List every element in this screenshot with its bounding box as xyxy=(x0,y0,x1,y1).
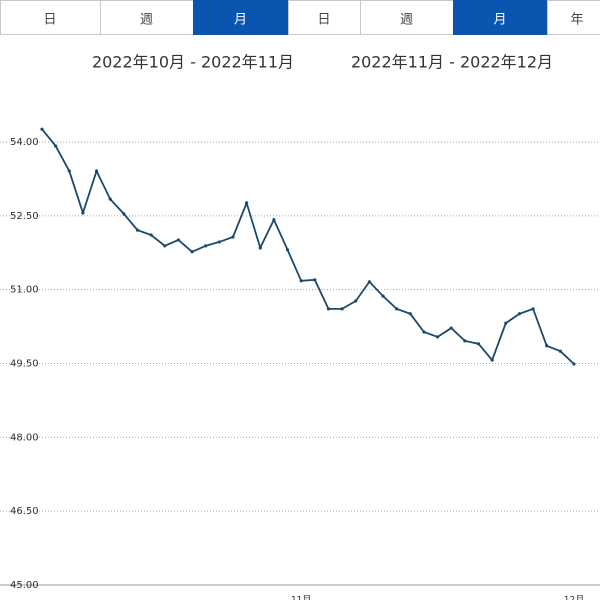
point xyxy=(422,330,425,333)
point xyxy=(81,211,84,214)
tab-label: 月 xyxy=(493,13,506,28)
point xyxy=(95,169,98,172)
point xyxy=(163,244,166,247)
tab-label: 日 xyxy=(43,13,56,28)
tab-label: 年 xyxy=(570,13,583,28)
point xyxy=(368,280,371,283)
point xyxy=(327,307,330,310)
point xyxy=(395,307,398,310)
point xyxy=(572,362,575,365)
point xyxy=(313,278,316,281)
x-tick-label: 12月 xyxy=(564,595,584,601)
tab-label: 週 xyxy=(400,13,413,28)
point xyxy=(477,342,480,345)
point xyxy=(531,307,534,310)
point xyxy=(504,322,507,325)
tab-label: 日 xyxy=(317,13,330,28)
point xyxy=(259,246,262,249)
point xyxy=(54,144,57,147)
point xyxy=(122,212,125,215)
tab-label: 週 xyxy=(140,13,153,28)
point xyxy=(245,201,248,204)
point xyxy=(40,128,43,131)
point xyxy=(150,233,153,236)
point xyxy=(436,335,439,338)
y-tick-label: 51.00 xyxy=(10,285,39,296)
y-tick-label: 49.50 xyxy=(10,359,39,370)
point xyxy=(109,197,112,200)
point xyxy=(341,307,344,310)
point xyxy=(190,250,193,253)
point xyxy=(177,238,180,241)
x-tick-label: 11月 xyxy=(291,595,311,601)
point xyxy=(518,312,521,315)
point xyxy=(300,279,303,282)
point xyxy=(272,218,275,221)
point xyxy=(204,244,207,247)
line xyxy=(42,129,574,364)
point xyxy=(68,169,71,172)
point xyxy=(545,344,548,347)
point xyxy=(450,326,453,329)
point xyxy=(286,248,289,251)
point xyxy=(559,350,562,353)
y-tick-label: 54.00 xyxy=(10,137,39,148)
tab-label: 月 xyxy=(234,13,247,28)
range-title: 2022年10月 - 2022年11月 xyxy=(92,53,294,72)
point xyxy=(409,312,412,315)
point xyxy=(381,294,384,297)
y-tick-label: 45.00 xyxy=(10,580,39,591)
point xyxy=(136,229,139,232)
point xyxy=(218,240,221,243)
point xyxy=(491,358,494,361)
point xyxy=(463,339,466,342)
range-title: 2022年11月 - 2022年12月 xyxy=(351,53,553,72)
point xyxy=(354,299,357,302)
y-tick-label: 48.00 xyxy=(10,432,39,443)
y-tick-label: 46.50 xyxy=(10,506,39,517)
y-tick-label: 52.50 xyxy=(10,211,39,222)
point xyxy=(231,235,234,238)
